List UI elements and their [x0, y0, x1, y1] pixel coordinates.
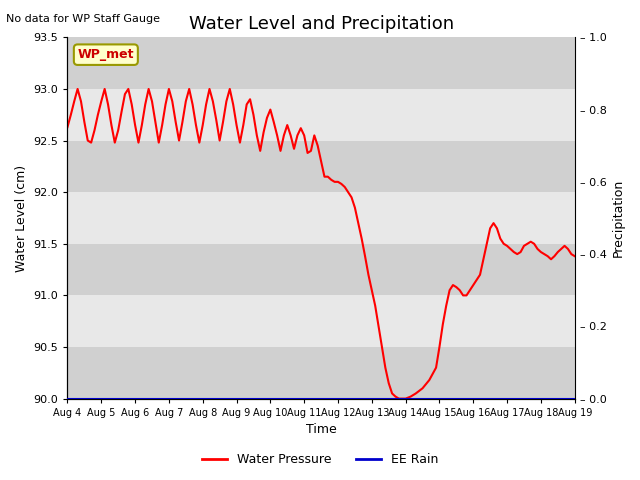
- Bar: [67, 192, 575, 244]
- Bar: [67, 244, 575, 295]
- Bar: [67, 295, 575, 347]
- Text: No data for WP Staff Gauge: No data for WP Staff Gauge: [6, 14, 161, 24]
- Bar: [67, 37, 575, 89]
- Bar: [67, 89, 575, 141]
- Legend: Water Pressure, EE Rain: Water Pressure, EE Rain: [196, 448, 444, 471]
- Bar: [67, 347, 575, 398]
- Y-axis label: Water Level (cm): Water Level (cm): [15, 165, 28, 272]
- Y-axis label: Precipitation: Precipitation: [612, 179, 625, 257]
- Title: Water Level and Precipitation: Water Level and Precipitation: [189, 15, 454, 33]
- X-axis label: Time: Time: [306, 423, 337, 436]
- Text: WP_met: WP_met: [77, 48, 134, 61]
- Bar: [67, 141, 575, 192]
